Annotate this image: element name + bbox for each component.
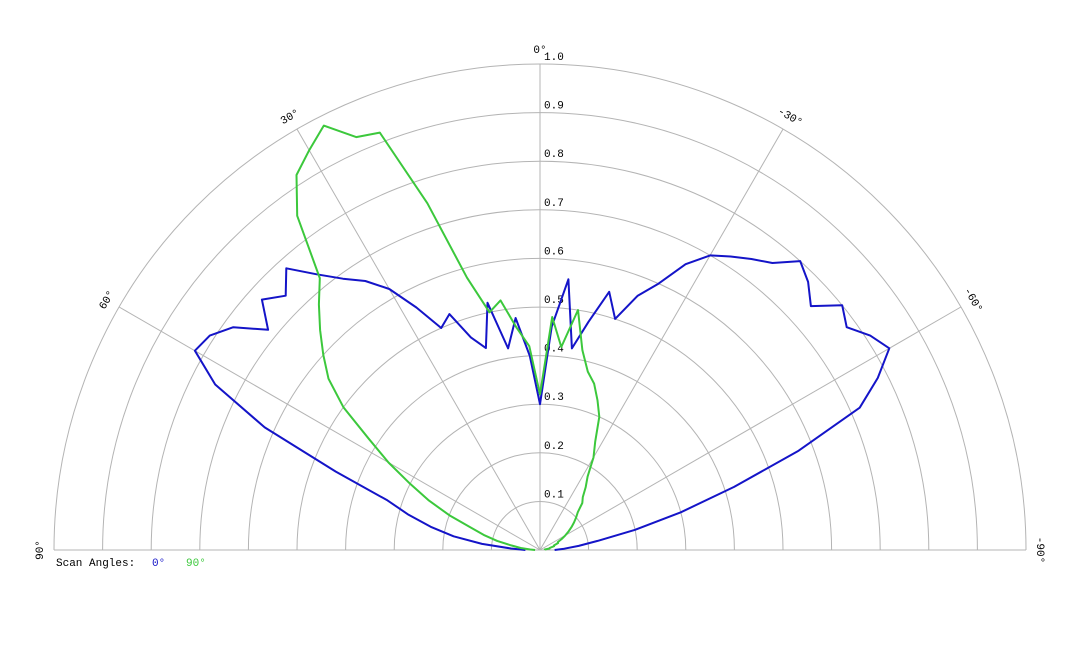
grid-spoke (539, 306, 962, 551)
r-tick-label: 0.3 (544, 392, 564, 404)
r-tick-label: 0.8 (544, 149, 564, 161)
angle-label: 90° (35, 540, 47, 560)
r-tick-label: 0.2 (544, 441, 564, 453)
legend-entry: 0° (152, 558, 165, 570)
angle-label: 60° (98, 289, 118, 312)
grid-spoke (118, 306, 541, 551)
legend-title: Scan Angles: (56, 558, 135, 570)
r-tick-label: 0.6 (544, 246, 564, 258)
grid-spoke (296, 128, 541, 551)
angle-label: -30° (775, 106, 804, 130)
grid-spoke (539, 128, 784, 551)
r-tick-label: 1.0 (544, 52, 564, 64)
r-tick-label: 0.1 (544, 489, 564, 501)
r-tick-label: 0.7 (544, 198, 564, 210)
angle-label: 0° (533, 45, 546, 57)
series-line (295, 124, 601, 551)
angle-label: -90° (1033, 537, 1045, 563)
series-line (193, 254, 891, 551)
angle-label: 30° (279, 108, 302, 128)
r-tick-label: 0.9 (544, 101, 564, 113)
angle-label: -60° (960, 286, 984, 315)
legend-entry: 90° (186, 558, 206, 570)
